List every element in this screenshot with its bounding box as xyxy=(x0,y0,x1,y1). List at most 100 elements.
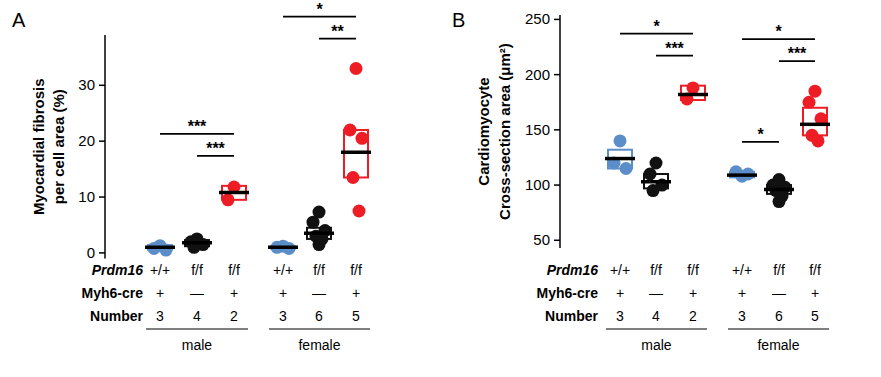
y-axis-line xyxy=(104,35,106,259)
row-value: — xyxy=(772,285,786,301)
significance-label: ** xyxy=(331,23,344,40)
y-tick-label: 0 xyxy=(87,244,95,261)
y-tick xyxy=(99,140,105,142)
y-tick-label: 200 xyxy=(525,66,550,83)
row-value: + xyxy=(230,285,238,301)
row-value: +/+ xyxy=(610,262,630,278)
row-value: 4 xyxy=(652,308,660,324)
significance-label: *** xyxy=(665,40,684,57)
row-value: + xyxy=(738,285,746,301)
median-line xyxy=(268,246,298,250)
plot-area xyxy=(605,81,830,208)
data-point xyxy=(347,171,360,184)
row-value: + xyxy=(616,285,624,301)
row-label: Number xyxy=(545,308,598,324)
row-value: — xyxy=(312,285,326,301)
y-axis-label: Cardiomyocyte xyxy=(475,77,492,185)
row-value: f/f xyxy=(809,262,821,278)
group-label: male xyxy=(641,337,672,353)
significance-label: * xyxy=(757,126,764,143)
row-value: +/+ xyxy=(150,262,170,278)
group-underline xyxy=(269,328,370,329)
data-point xyxy=(313,238,326,251)
row-value: f/f xyxy=(313,262,325,278)
y-tick-label: 10 xyxy=(78,188,95,205)
y-axis-line xyxy=(559,15,561,248)
y-tick xyxy=(554,74,560,76)
row-value: 3 xyxy=(616,308,624,324)
row-value: f/f xyxy=(191,262,203,278)
significance-label: *** xyxy=(188,118,207,135)
data-point xyxy=(809,85,822,98)
data-point xyxy=(353,205,366,218)
row-value: f/f xyxy=(350,262,362,278)
row-value: + xyxy=(156,285,164,301)
y-tick xyxy=(99,252,105,254)
y-axis-label: Myocardial fibrosis xyxy=(30,78,47,215)
y-tick-label: 250 xyxy=(525,10,550,27)
data-point xyxy=(350,62,363,75)
y-tick-label: 50 xyxy=(533,231,550,248)
row-value: + xyxy=(689,285,697,301)
y-axis-label: Cross-section area (μm²) xyxy=(496,43,513,220)
significance-label: * xyxy=(653,18,660,35)
median-line xyxy=(764,188,794,192)
y-tick xyxy=(99,196,105,198)
group-label: male xyxy=(182,337,213,353)
row-value: 2 xyxy=(689,308,697,324)
significance-label: * xyxy=(316,1,323,18)
group-label: female xyxy=(298,337,340,353)
panel-label: A xyxy=(12,9,26,31)
row-value: +/+ xyxy=(732,262,752,278)
median-line xyxy=(341,151,371,155)
row-label: Prdm16 xyxy=(92,262,144,278)
y-tick xyxy=(554,129,560,131)
row-label: Myh6-cre xyxy=(537,285,599,301)
data-point xyxy=(222,193,235,206)
median-line xyxy=(727,173,757,177)
median-line xyxy=(678,93,708,97)
y-axis-label: per cell area (%) xyxy=(50,89,67,204)
panel: A Myocardial fibrosisper cell area (%) 0 10… xyxy=(12,1,371,353)
data-point xyxy=(160,244,173,257)
row-value: 5 xyxy=(811,308,819,324)
row-label: Myh6-cre xyxy=(82,285,144,301)
data-point xyxy=(356,132,369,145)
row-value: + xyxy=(811,285,819,301)
median-line xyxy=(800,123,830,127)
row-value: 3 xyxy=(156,308,164,324)
row-value: f/f xyxy=(650,262,662,278)
row-value: 2 xyxy=(230,308,238,324)
data-point xyxy=(803,96,816,109)
figure: A Myocardial fibrosisper cell area (%) 0 10… xyxy=(0,0,881,377)
y-tick xyxy=(99,85,105,87)
plot-area xyxy=(145,62,371,257)
group-underline xyxy=(728,328,829,329)
row-value: f/f xyxy=(773,262,785,278)
row-value: — xyxy=(649,285,663,301)
data-point xyxy=(620,162,633,175)
data-point xyxy=(773,195,786,208)
y-tick-label: 150 xyxy=(525,121,550,138)
data-point xyxy=(644,168,657,181)
data-point xyxy=(812,134,825,147)
y-tick xyxy=(554,240,560,242)
row-value: 3 xyxy=(738,308,746,324)
group-label: female xyxy=(757,337,799,353)
row-value: f/f xyxy=(687,262,699,278)
row-value: f/f xyxy=(228,262,240,278)
y-tick xyxy=(554,184,560,186)
data-point xyxy=(647,184,660,197)
data-point xyxy=(344,123,357,136)
data-point xyxy=(687,81,700,94)
y-tick-label: 20 xyxy=(78,132,95,149)
row-value: +/+ xyxy=(273,262,293,278)
data-point xyxy=(307,216,320,229)
median-line xyxy=(182,241,212,245)
significance-label: * xyxy=(775,23,782,40)
row-label: Prdm16 xyxy=(547,262,599,278)
row-value: + xyxy=(352,285,360,301)
data-point xyxy=(650,156,663,169)
median-line xyxy=(145,246,175,250)
median-line xyxy=(605,157,635,161)
